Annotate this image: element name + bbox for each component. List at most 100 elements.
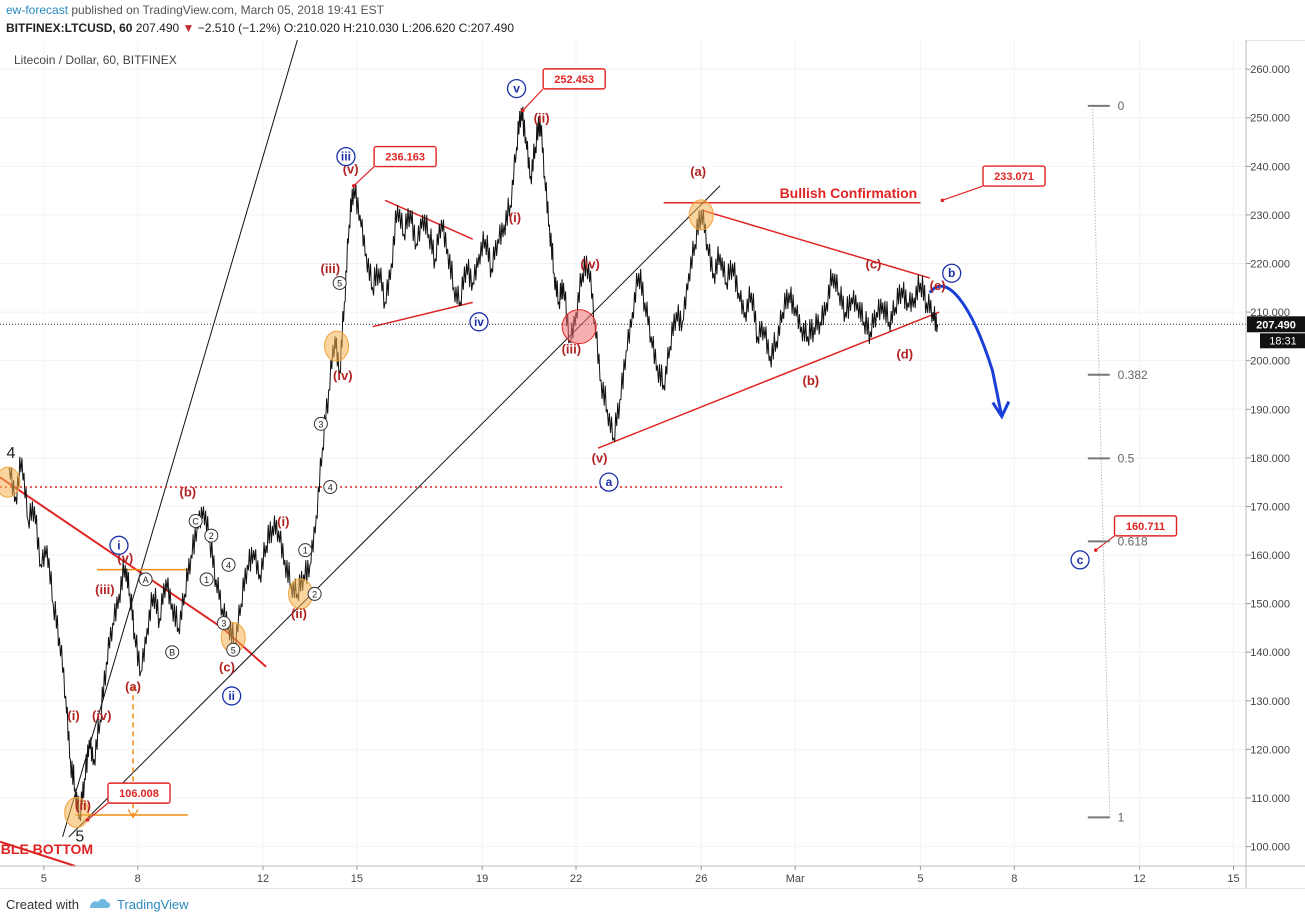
wave-label: (iv) <box>333 368 353 383</box>
tradingview-logo-icon[interactable] <box>88 896 112 910</box>
degree-label: iii <box>341 150 351 164</box>
y-tick-label: 210.000 <box>1250 307 1290 319</box>
degree-circle <box>222 686 242 706</box>
minor-wave-circle <box>226 642 241 657</box>
degree-circle <box>469 312 489 332</box>
degree-label: b <box>948 266 955 280</box>
trend-line <box>597 311 940 449</box>
degree-circle <box>506 78 527 99</box>
symbol-label: BITFINEX:LTCUSD, 60 <box>6 21 133 35</box>
publish-info: ew-forecast published on TradingView.com… <box>6 3 384 17</box>
wave-label: (i) <box>277 514 289 529</box>
wave-label: (b) <box>803 373 820 388</box>
callout-anchor-dot <box>351 183 356 188</box>
degree-label: iv <box>474 315 484 329</box>
x-tick-label: 19 <box>476 873 488 885</box>
degree-circle <box>336 146 356 167</box>
x-tick-label: 8 <box>135 873 141 885</box>
orange-highlight-circle <box>688 199 714 231</box>
y-tick-label: 170.000 <box>1250 501 1290 513</box>
wave-label: 5 <box>75 829 84 846</box>
wave-label: (e) <box>930 278 946 293</box>
callout-pointer <box>1095 535 1115 551</box>
wave-label: (i) <box>67 708 79 723</box>
callout-pointer <box>942 185 984 201</box>
author-link[interactable]: ew-forecast <box>6 3 69 17</box>
minor-wave-label: 3 <box>318 419 323 429</box>
wave-label: (iii) <box>562 341 582 356</box>
wave-label: (iii) <box>321 261 341 276</box>
degree-label: a <box>606 475 613 489</box>
x-tick-label: 8 <box>1011 873 1017 885</box>
minor-wave-label: 4 <box>226 560 231 570</box>
minor-wave-label: C <box>192 517 199 527</box>
y-tick-label: 150.000 <box>1250 599 1290 611</box>
minor-wave-circle <box>323 480 338 495</box>
callout-pointer <box>353 166 375 187</box>
plot-area[interactable] <box>0 40 1246 866</box>
callout-value: 106.008 <box>119 788 159 800</box>
wave-label: BLE BOTTOM <box>1 841 93 857</box>
trend-line <box>0 476 223 629</box>
callout-value: 160.711 <box>1126 521 1165 533</box>
measure-arrowhead <box>127 809 139 819</box>
callout-box <box>542 68 606 90</box>
callout-pointer <box>87 802 109 821</box>
degree-circle <box>1070 550 1090 570</box>
header-bar: ew-forecast published on TradingView.com… <box>0 0 1305 41</box>
callout-anchor-dot <box>85 818 90 822</box>
wave-label: (v) <box>592 451 608 466</box>
wave-label: Bullish Confirmation <box>780 185 918 201</box>
trend-line <box>372 301 473 328</box>
degree-label: ii <box>228 689 235 703</box>
minor-wave-label: A <box>143 575 149 585</box>
x-tick-label: 12 <box>257 873 269 885</box>
y-tick-label: 140.000 <box>1250 647 1290 659</box>
minor-wave-label: 3 <box>221 619 226 629</box>
minor-wave-circle <box>307 586 322 601</box>
chart-title: Litecoin / Dollar, 60, BITFINEX <box>14 53 177 67</box>
wave-label: (c) <box>866 256 882 271</box>
fibonacci-retracement: 0 0.382 0.5 0.618 1 <box>1087 99 1148 824</box>
y-tick-label: 100.000 <box>1250 842 1290 854</box>
minor-wave-label: 2 <box>209 531 214 541</box>
x-tick-label: 5 <box>41 873 47 885</box>
orange-highlight-circle <box>324 330 350 362</box>
callout-anchor-dot <box>1093 548 1098 552</box>
callout-value: 236.163 <box>385 152 425 164</box>
minor-wave-circle <box>165 645 180 660</box>
minor-wave-label: 1 <box>204 575 209 585</box>
symbol-info: BITFINEX:LTCUSD, 60 207.490 ▼ −2.510 (−1… <box>6 21 514 35</box>
y-tick-label: 220.000 <box>1250 259 1290 271</box>
down-arrow-icon: ▼ <box>182 21 195 35</box>
wave-label: (iv) <box>92 708 112 723</box>
minor-wave-label: B <box>169 648 175 658</box>
minor-wave-circle <box>221 557 236 572</box>
y-tick-label: 180.000 <box>1250 453 1290 465</box>
tradingview-link[interactable]: TradingView <box>117 897 189 912</box>
price-callouts: 252.453 236.163 233.071 106.008 160.711 <box>85 68 1178 822</box>
minor-wave-circle <box>188 514 203 529</box>
orange-highlight-circle <box>64 797 90 829</box>
degree-circle <box>942 263 962 283</box>
fib-level-label: 0 <box>1118 99 1125 113</box>
created-with-label: Created with <box>6 897 79 912</box>
trend-line <box>0 840 76 867</box>
minor-wave-label: 2 <box>312 589 317 599</box>
fib-level-label: 0.5 <box>1118 451 1135 465</box>
wave-label: (d) <box>896 346 913 361</box>
price-change: −2.510 (−1.2%) <box>197 21 281 35</box>
x-tick-label: 12 <box>1133 873 1145 885</box>
x-tick-label: 15 <box>1227 873 1239 885</box>
trend-line <box>68 185 721 838</box>
wave-label: (a) <box>125 679 141 694</box>
footer-bar: Created with TradingView <box>0 888 1305 921</box>
wave-label: (ii) <box>75 798 91 813</box>
y-tick-label: 160.000 <box>1250 550 1290 562</box>
degree-circle <box>599 472 619 492</box>
x-tick-label: 15 <box>351 873 363 885</box>
y-tick-label: 190.000 <box>1250 404 1290 416</box>
projection-arrow <box>928 284 1004 417</box>
